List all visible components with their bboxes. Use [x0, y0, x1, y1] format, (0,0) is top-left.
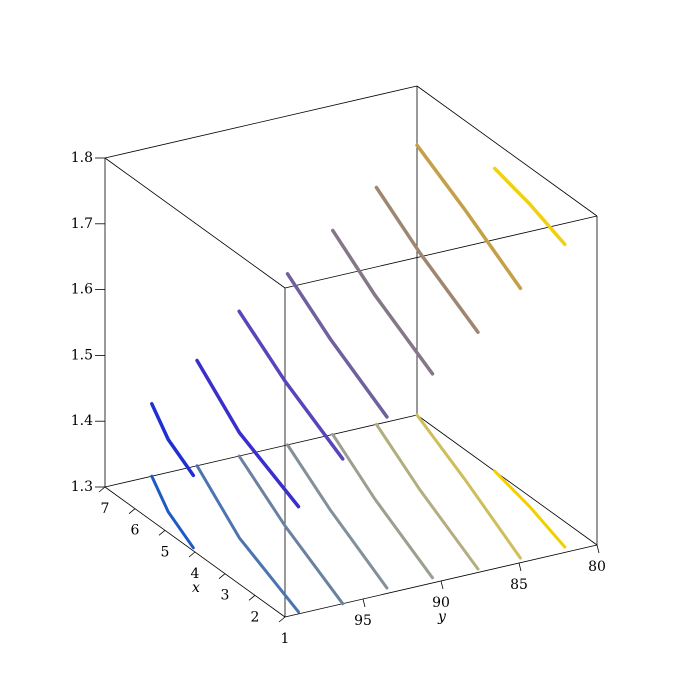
x-tick-label: 2: [251, 609, 260, 625]
curve-shadow: [286, 443, 389, 590]
z-tick-label: 1.7: [71, 216, 93, 232]
curve-shadow: [150, 474, 195, 550]
curve: [150, 402, 196, 478]
x-tick: [188, 551, 196, 558]
curve: [331, 228, 435, 376]
y-tick-label: 95: [354, 613, 372, 629]
x-tick: [98, 486, 106, 493]
curve-shadow: [415, 413, 522, 560]
y-axis-label: y: [437, 609, 447, 625]
x-tick: [158, 530, 166, 536]
box-edge: [104, 414, 418, 488]
curve-shadow: [493, 469, 567, 549]
y-tick-label: 80: [588, 559, 606, 575]
curve: [237, 309, 345, 461]
y-tick-label: 90: [432, 595, 450, 611]
curve: [492, 166, 567, 247]
z-tick-label: 1.3: [71, 479, 93, 495]
x-tick-label: 3: [221, 588, 230, 604]
x-tick-label: 5: [161, 544, 170, 560]
curve: [415, 143, 523, 291]
x-tick: [128, 508, 136, 514]
y-tick: [596, 544, 600, 554]
curve-shadow: [331, 432, 434, 580]
x-tick-label: 6: [131, 523, 140, 539]
y-tick-label: 85: [510, 577, 528, 593]
z-tick-label: 1.8: [71, 150, 93, 166]
curve-shadow: [195, 464, 300, 614]
y-tick: [518, 562, 522, 572]
x-axis-label: x: [192, 580, 200, 596]
x-tick-label: 1: [281, 631, 290, 647]
box-edge: [416, 85, 598, 217]
box-edge: [416, 414, 598, 546]
x-tick: [218, 573, 226, 579]
z-tick-label: 1.4: [71, 413, 93, 429]
curve: [374, 185, 480, 334]
box-edge: [104, 85, 418, 159]
curve: [285, 272, 389, 419]
curve: [195, 358, 301, 509]
x-tick: [248, 595, 256, 601]
y-tick: [440, 580, 444, 590]
curve-shadow: [374, 422, 480, 571]
curve-shadow: [237, 454, 345, 606]
x-tick-label: 4: [191, 566, 200, 582]
box-edge: [284, 215, 598, 289]
x-tick-label: 7: [101, 501, 110, 517]
box-edge: [104, 157, 286, 289]
z-tick-label: 1.6: [71, 282, 93, 298]
y-tick: [362, 598, 366, 608]
z-tick-label: 1.5: [71, 347, 93, 363]
x-tick: [278, 616, 286, 623]
